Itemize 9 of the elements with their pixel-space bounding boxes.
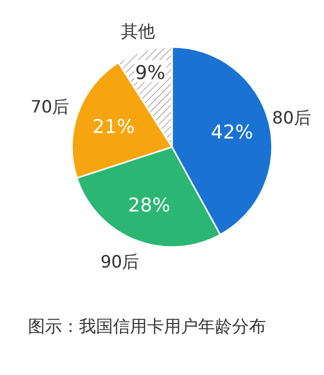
- slice-label: 其他: [120, 22, 155, 42]
- data-label: 9%: [135, 62, 166, 84]
- text: 图示：我国信用卡用户年龄分布: [28, 317, 266, 337]
- slice-label: 70后: [30, 98, 70, 118]
- data-label: 21%: [92, 116, 135, 138]
- data-label: 28%: [128, 194, 170, 217]
- slice-label: 80后: [272, 108, 311, 129]
- data-label: 42%: [210, 122, 254, 144]
- slice-label: 90后: [100, 252, 140, 272]
